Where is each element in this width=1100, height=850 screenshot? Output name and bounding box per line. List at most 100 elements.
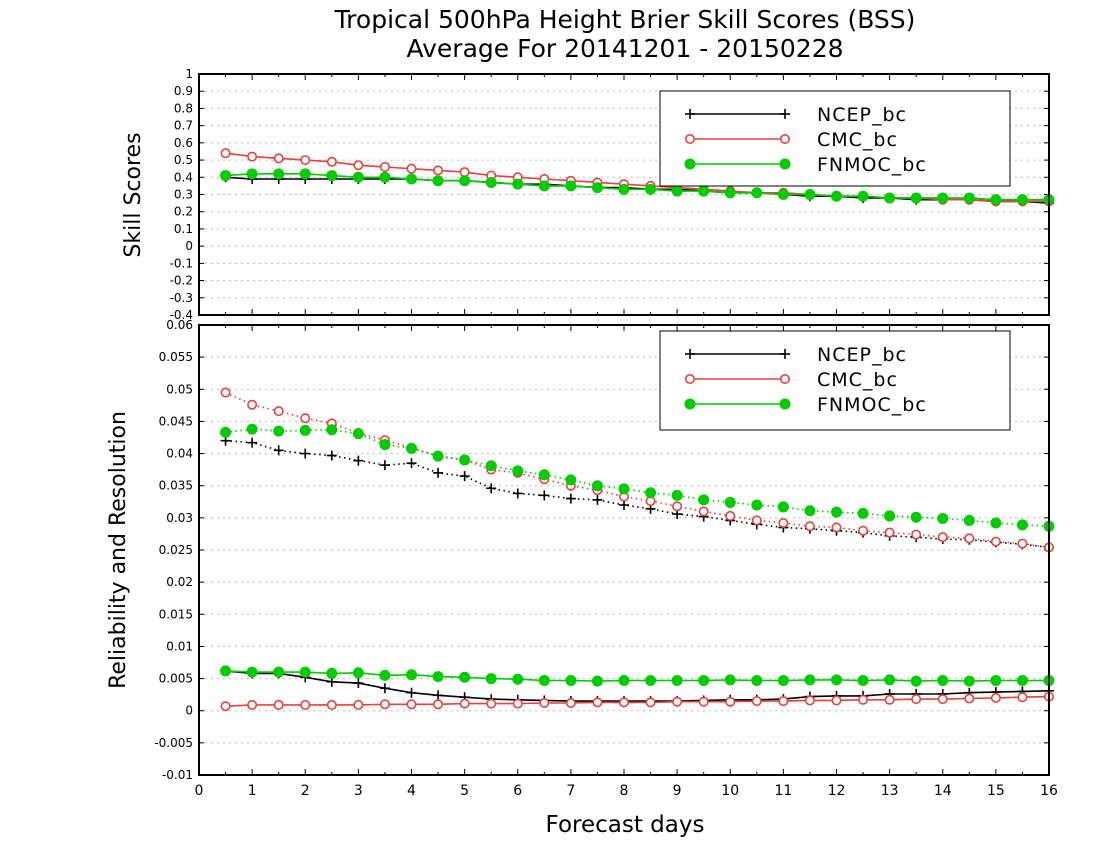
bottom-series-fnmoc-bc-dotted-point <box>459 454 471 466</box>
bottom-series-fnmoc-bc-solid-point <box>724 674 736 686</box>
x-tick-label: 3 <box>354 783 363 799</box>
bottom-series-fnmoc-bc-solid-point <box>379 669 391 681</box>
bottom-series-cmc-bc-dotted-point <box>804 521 815 532</box>
bottom-series-cmc-bc-solid-point <box>353 699 364 710</box>
chart-title: Tropical 500hPa Height Brier Skill Score… <box>334 5 916 34</box>
top-series-cmc-bc-solid-point <box>379 161 390 172</box>
bottom-series-cmc-bc-dotted-point <box>964 533 975 544</box>
top-series-fnmoc-bc-solid-point <box>1016 194 1028 206</box>
top-y-tick-label: 0.4 <box>174 170 193 184</box>
bottom-series-cmc-bc-solid-point <box>512 698 523 709</box>
x-tick-label: 8 <box>620 783 629 799</box>
bottom-series-cmc-bc-dotted-point <box>831 522 842 533</box>
bottom-series-fnmoc-bc-dotted-point <box>645 487 657 499</box>
top-y-tick-label: 1 <box>185 67 193 81</box>
bottom-y-tick-label: -0.005 <box>154 736 193 750</box>
bottom-y-tick-label: 0.03 <box>166 511 193 525</box>
bottom-series-fnmoc-bc-dotted-point <box>857 507 869 519</box>
bottom-series-cmc-bc-dotted-point <box>698 506 709 517</box>
bottom-series-fnmoc-bc-dotted-point <box>831 506 842 518</box>
bottom-series-fnmoc-bc-dotted-point <box>352 428 364 440</box>
bottom-series-cmc-bc-solid-point <box>831 695 842 706</box>
bottom-series-cmc-bc-dotted-point <box>725 510 736 521</box>
bottom-series-fnmoc-bc-solid-point <box>910 675 922 687</box>
bottom-legend-marker <box>684 373 695 384</box>
bottom-series-cmc-bc-solid-point <box>725 696 736 707</box>
bottom-series-cmc-bc-dotted-point <box>220 387 231 398</box>
top-series-fnmoc-bc-solid-point <box>645 183 657 195</box>
bottom-legend-marker <box>779 373 790 384</box>
top-series-fnmoc-bc-solid-point <box>591 182 603 194</box>
bottom-series-ncep-bc-dotted-point <box>326 450 337 461</box>
top-legend-marker <box>779 134 790 145</box>
bottom-series-cmc-bc-solid-point <box>672 696 683 707</box>
x-tick-label: 6 <box>513 783 522 799</box>
top-y-axis-label: Skill Scores <box>121 132 146 257</box>
bottom-series-ncep-bc-solid-point <box>379 683 390 694</box>
bottom-series-cmc-bc-dotted-point <box>672 501 683 512</box>
bottom-series-cmc-bc-solid-point <box>486 698 497 709</box>
bottom-series-cmc-bc-solid-point <box>406 699 417 710</box>
bottom-series-fnmoc-bc-solid-point <box>618 675 630 686</box>
x-tick-label: 1 <box>248 783 257 799</box>
bottom-series-fnmoc-bc-solid-point <box>406 669 417 681</box>
bottom-series-fnmoc-bc-dotted-point <box>884 510 896 522</box>
top-series-fnmoc-bc-solid-point <box>698 185 710 197</box>
bottom-series-fnmoc-bc-solid-point <box>246 666 258 678</box>
bottom-series-cmc-bc-dotted-point <box>778 517 789 528</box>
bottom-series-fnmoc-bc-dotted-point <box>591 480 603 492</box>
top-series-fnmoc-bc-solid-point <box>299 168 311 180</box>
bottom-series-fnmoc-bc-dotted-point <box>698 494 710 506</box>
bottom-plot-frame <box>198 324 1050 776</box>
bottom-series-fnmoc-bc-dotted-point <box>406 442 417 454</box>
bottom-y-tick-label: 0.055 <box>159 350 193 364</box>
bottom-series-fnmoc-bc-dotted-point <box>299 424 311 436</box>
bottom-series-cmc-bc-dotted-point <box>990 536 1001 547</box>
top-series-fnmoc-bc-solid-point <box>804 189 816 200</box>
bottom-series-cmc-bc-solid-point <box>937 694 948 705</box>
bottom-series-cmc-bc-solid-point <box>804 695 815 706</box>
bottom-y-tick-label: 0.045 <box>159 414 193 428</box>
top-y-tick-label: -0.1 <box>170 256 193 270</box>
top-legend-marker <box>684 134 695 145</box>
bottom-series-ncep-bc-dotted-point <box>353 455 364 466</box>
top-series-cmc-bc-solid-point <box>459 167 470 178</box>
bottom-series-cmc-bc-dotted-point <box>1017 538 1028 549</box>
top-y-tick-label: 0.8 <box>174 101 193 115</box>
top-series-fnmoc-bc-solid-point <box>273 168 285 180</box>
bottom-series-fnmoc-bc-dotted-point <box>804 505 816 517</box>
bottom-series-fnmoc-bc-dotted-point <box>618 483 630 495</box>
top-series-fnmoc-bc-solid-point <box>831 190 842 202</box>
bottom-series-fnmoc-bc-solid-point <box>512 673 524 685</box>
top-series-fnmoc-bc-solid-point <box>618 183 630 195</box>
bottom-series-cmc-bc-solid-point <box>911 694 922 705</box>
top-y-tick-label: 0.3 <box>174 188 193 202</box>
top-series-fnmoc-bc-solid-point <box>884 192 896 204</box>
top-legend-marker <box>779 158 791 170</box>
top-series-fnmoc-bc-solid-point <box>485 176 497 188</box>
top-legend-marker <box>685 109 695 119</box>
bottom-y-tick-label: 0.01 <box>166 639 193 653</box>
bottom-series-fnmoc-bc-solid-point <box>698 675 710 686</box>
top-legend: NCEP_bc CMC_bc FNMOC_bc <box>659 90 1011 187</box>
bottom-y-tick-label: 0.06 <box>166 318 193 332</box>
bottom-series-fnmoc-bc-solid-point <box>884 674 896 686</box>
bottom-series-ncep-bc-dotted-point <box>406 458 417 469</box>
bottom-series-fnmoc-bc-dotted-point <box>246 423 258 435</box>
bottom-series-cmc-bc-solid <box>220 691 1055 712</box>
bottom-series-cmc-bc-solid-point <box>459 698 470 709</box>
bottom-series-cmc-bc-dotted-point <box>937 532 948 543</box>
bottom-series-fnmoc-bc-dotted-point <box>671 489 683 501</box>
bottom-series-cmc-bc-solid-point <box>751 696 762 707</box>
top-series-fnmoc-bc-solid-point <box>326 170 338 182</box>
bottom-series-fnmoc-bc-dotted-point <box>485 460 497 472</box>
bottom-series-cmc-bc-dotted-point <box>247 399 258 410</box>
bottom-y-tick-label: 0.005 <box>159 672 193 686</box>
bottom-series-fnmoc-bc-solid-point <box>273 666 285 678</box>
bottom-y-tick-label: 0 <box>185 704 193 718</box>
bottom-series-cmc-bc-solid-point <box>565 697 576 708</box>
top-y-tick-label: 0.6 <box>174 136 193 150</box>
top-series-cmc-bc-solid-point <box>353 160 364 171</box>
skill-score-panel: -0.4 -0.3 -0.2 -0.1 0 0.1 0.2 0.3 0.4 0.5 0.6 0.7 0.… <box>170 67 1055 322</box>
bottom-series-fnmoc-bc-dotted-point <box>538 469 550 481</box>
